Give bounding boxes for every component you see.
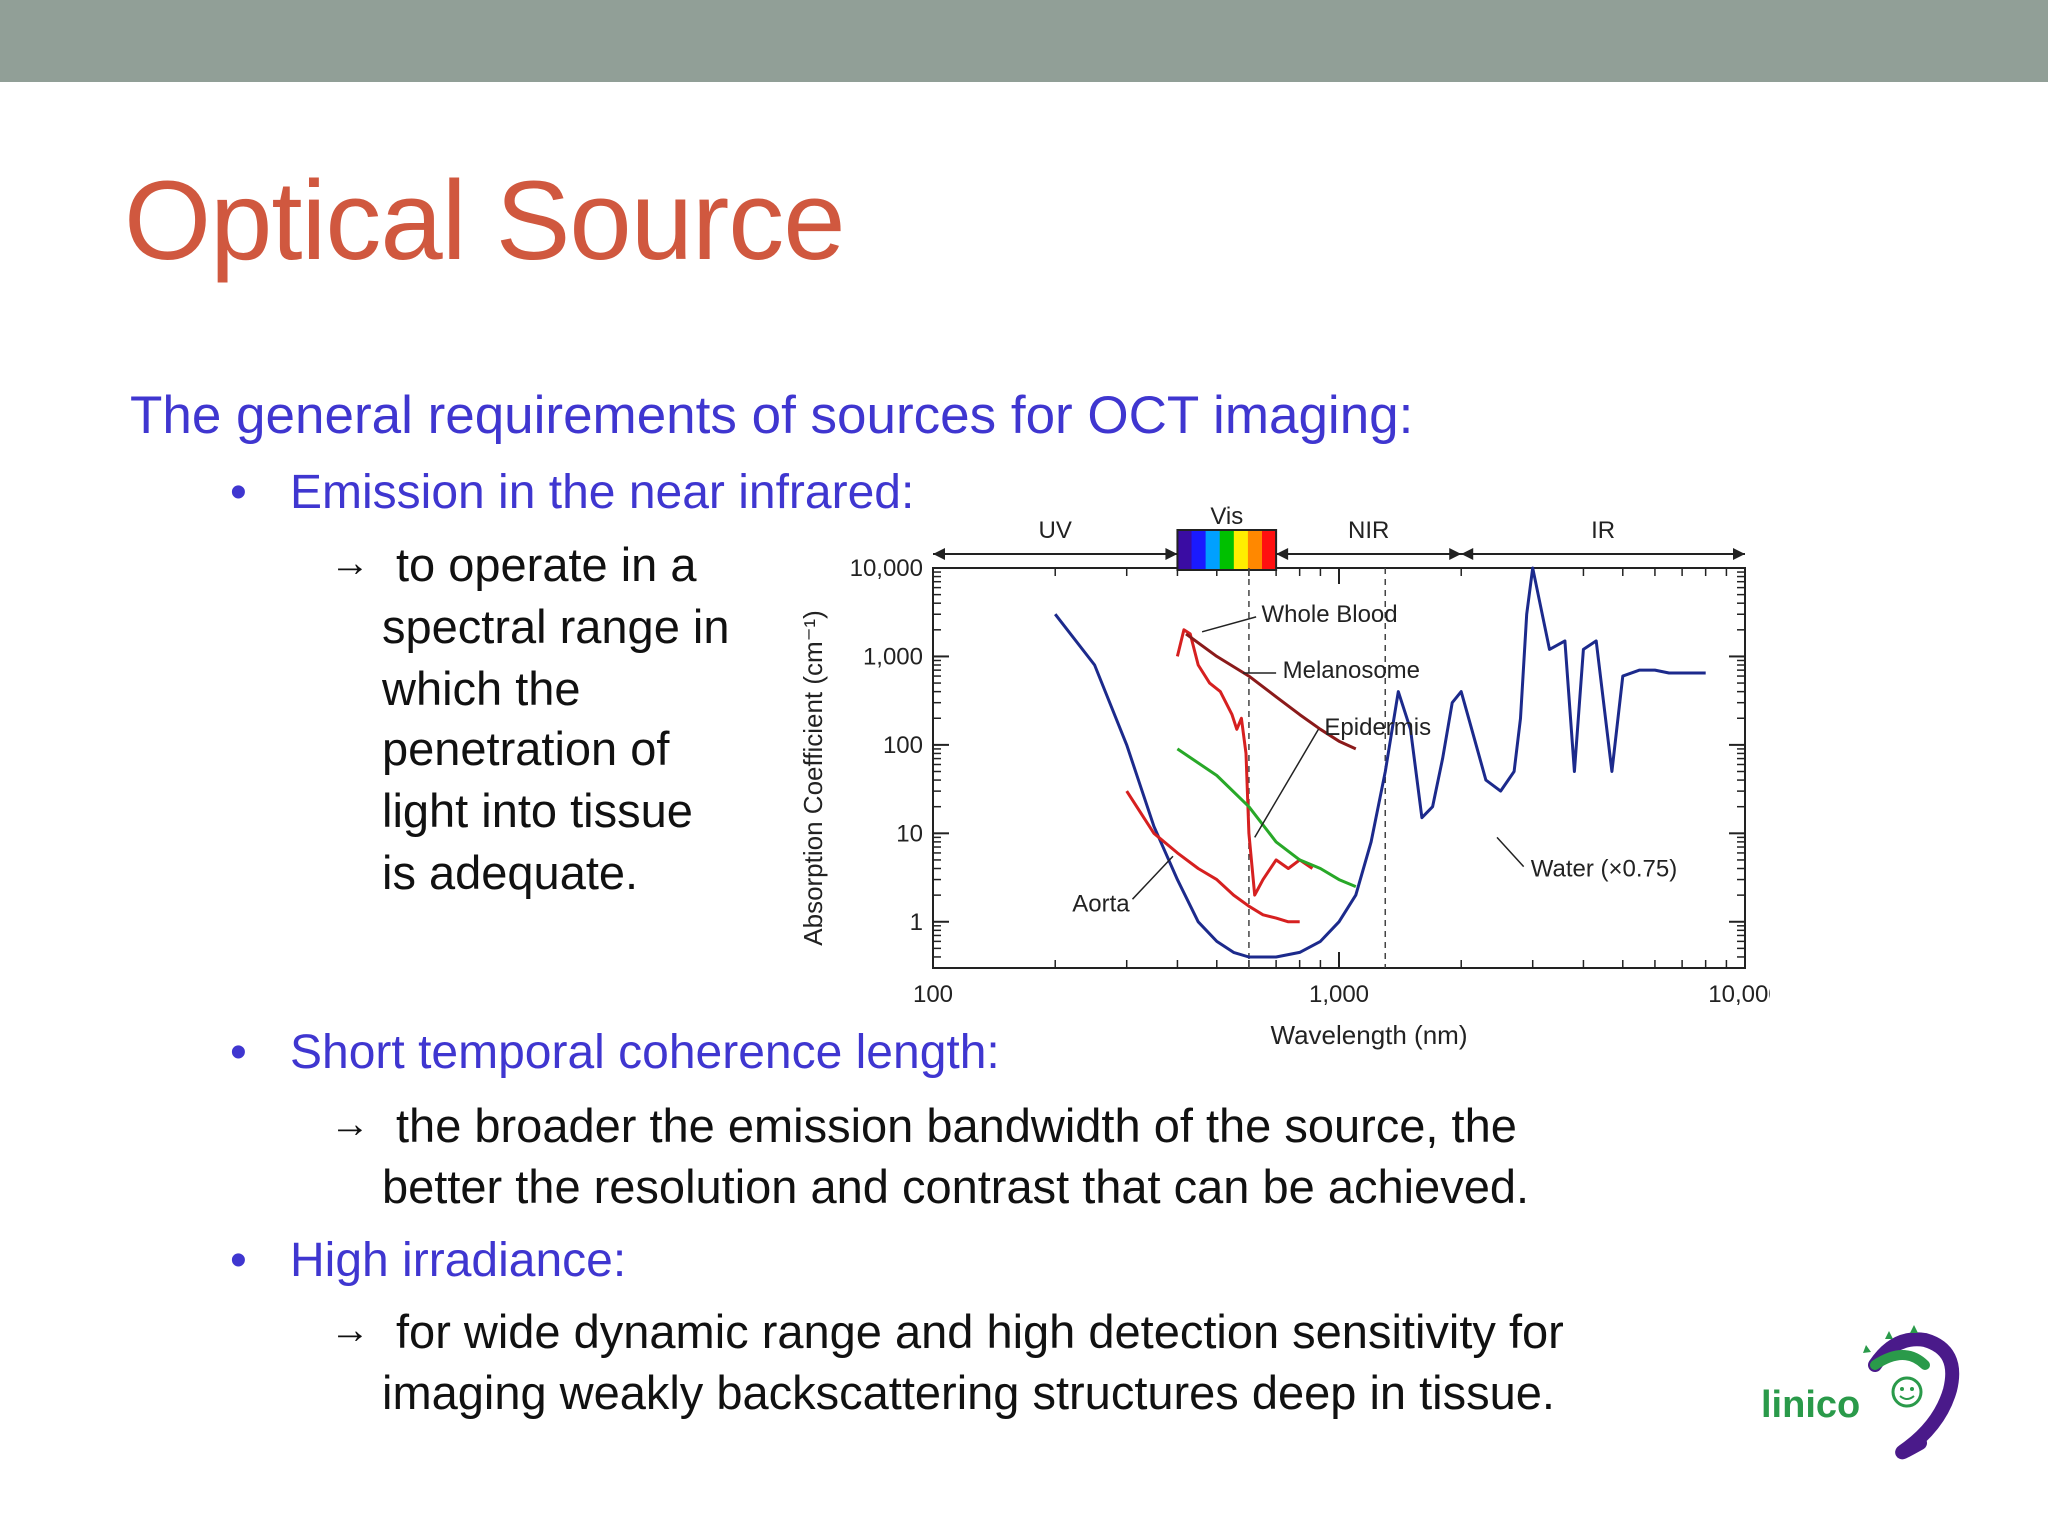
bullet-dot: • [230,466,247,519]
logo-text: linico [1761,1384,1860,1426]
bullet-line: better the resolution and contrast that … [382,1160,1530,1213]
band-arrowhead [1733,548,1745,560]
visible-spectrum-frame [1176,529,1278,571]
y-tick-label: 1 [910,909,923,936]
slide-title: Optical Source [124,158,846,283]
bullet-irradiance: • High irradiance: [230,1232,626,1290]
annotation-leader [1254,728,1320,838]
annotation-label: Whole Blood [1262,601,1398,628]
annotation-leader [1131,855,1174,900]
annotation-leader [1201,616,1257,633]
band-arrowhead [1449,548,1462,560]
bullet-dot: • [230,1026,247,1079]
series-line [1175,628,1314,897]
bullet-line: the broader the emission bandwidth of th… [396,1099,1517,1152]
band-arrowhead [933,548,945,560]
series-line [1054,566,1706,959]
series-line [1176,747,1357,888]
band-arrowhead [1165,548,1178,560]
y-tick-label: 100 [883,732,923,759]
visible-spectrum-swatch [1247,530,1263,570]
arrow-icon: → [330,1102,370,1146]
annotation-leader [1496,836,1525,868]
bullet-line: which the [382,662,581,715]
linico-logo-icon: linico [1761,1325,1960,1460]
x-axis-label: Wavelength (nm) [1271,1020,1468,1050]
series-line [1185,632,1357,751]
band-arrowhead [1461,548,1474,560]
bullet-line: to operate in a [396,538,697,591]
y-tick-label: 1,000 [863,643,923,670]
slide-header-bar [0,0,2048,82]
slide-subtitle: The general requirements of sources for … [130,386,1414,445]
bullet-heading: High irradiance: [290,1234,627,1287]
visible-spectrum-swatch [1219,530,1235,570]
bullet-line: light into tissue [382,784,693,837]
visible-spectrum-swatch [1205,530,1221,570]
visible-spectrum-swatch [1191,530,1207,570]
band-arrowhead [1276,548,1289,560]
visible-spectrum-swatch [1233,530,1249,570]
bullet-heading: Short temporal coherence length: [290,1026,1000,1079]
band-label: IR [1591,517,1615,544]
visible-spectrum-swatch [1177,530,1193,570]
y-tick-label: 10,000 [850,555,923,582]
x-tick-label: 100 [913,981,953,1008]
x-tick-label: 1,000 [1309,981,1369,1008]
annotation-label: Melanosome [1283,657,1420,684]
band-label: NIR [1348,517,1389,544]
annotation-label: Aorta [1072,891,1130,918]
absorption-chart: 100 1,000 10,000 1 10 100 1,000 10,000 Wavelengt… [798,503,1770,1050]
bullet-emission-nir: • Emission in the near infrared: [230,464,914,522]
arrow-icon: → [330,541,370,585]
bullet-coherence: • Short temporal coherence length: [230,1024,1000,1082]
visible-spectrum-swatch [1262,530,1277,570]
annotation-label: Epidermis [1324,714,1431,741]
band-label: UV [1039,517,1072,544]
bullet-line: penetration of [382,722,670,775]
bullet-line: imaging weakly backscattering structures… [382,1366,1555,1419]
series-line [1125,790,1300,924]
bullet-dot: • [230,1234,247,1287]
bullet-line: is adequate. [382,846,639,899]
annotation-label: Water (×0.75) [1531,856,1678,883]
x-tick-label: 10,000 [1708,981,1770,1008]
band-label: Vis [1210,503,1243,530]
y-tick-label: 10 [896,820,923,847]
bullet-line: spectral range in [382,600,730,653]
bullet-line: for wide dynamic range and high detectio… [396,1305,1564,1358]
bullet-heading: Emission in the near infrared: [290,466,915,519]
arrow-icon: → [330,1308,370,1352]
y-axis-label: Absorption Coefficient (cm⁻¹) [798,610,828,945]
